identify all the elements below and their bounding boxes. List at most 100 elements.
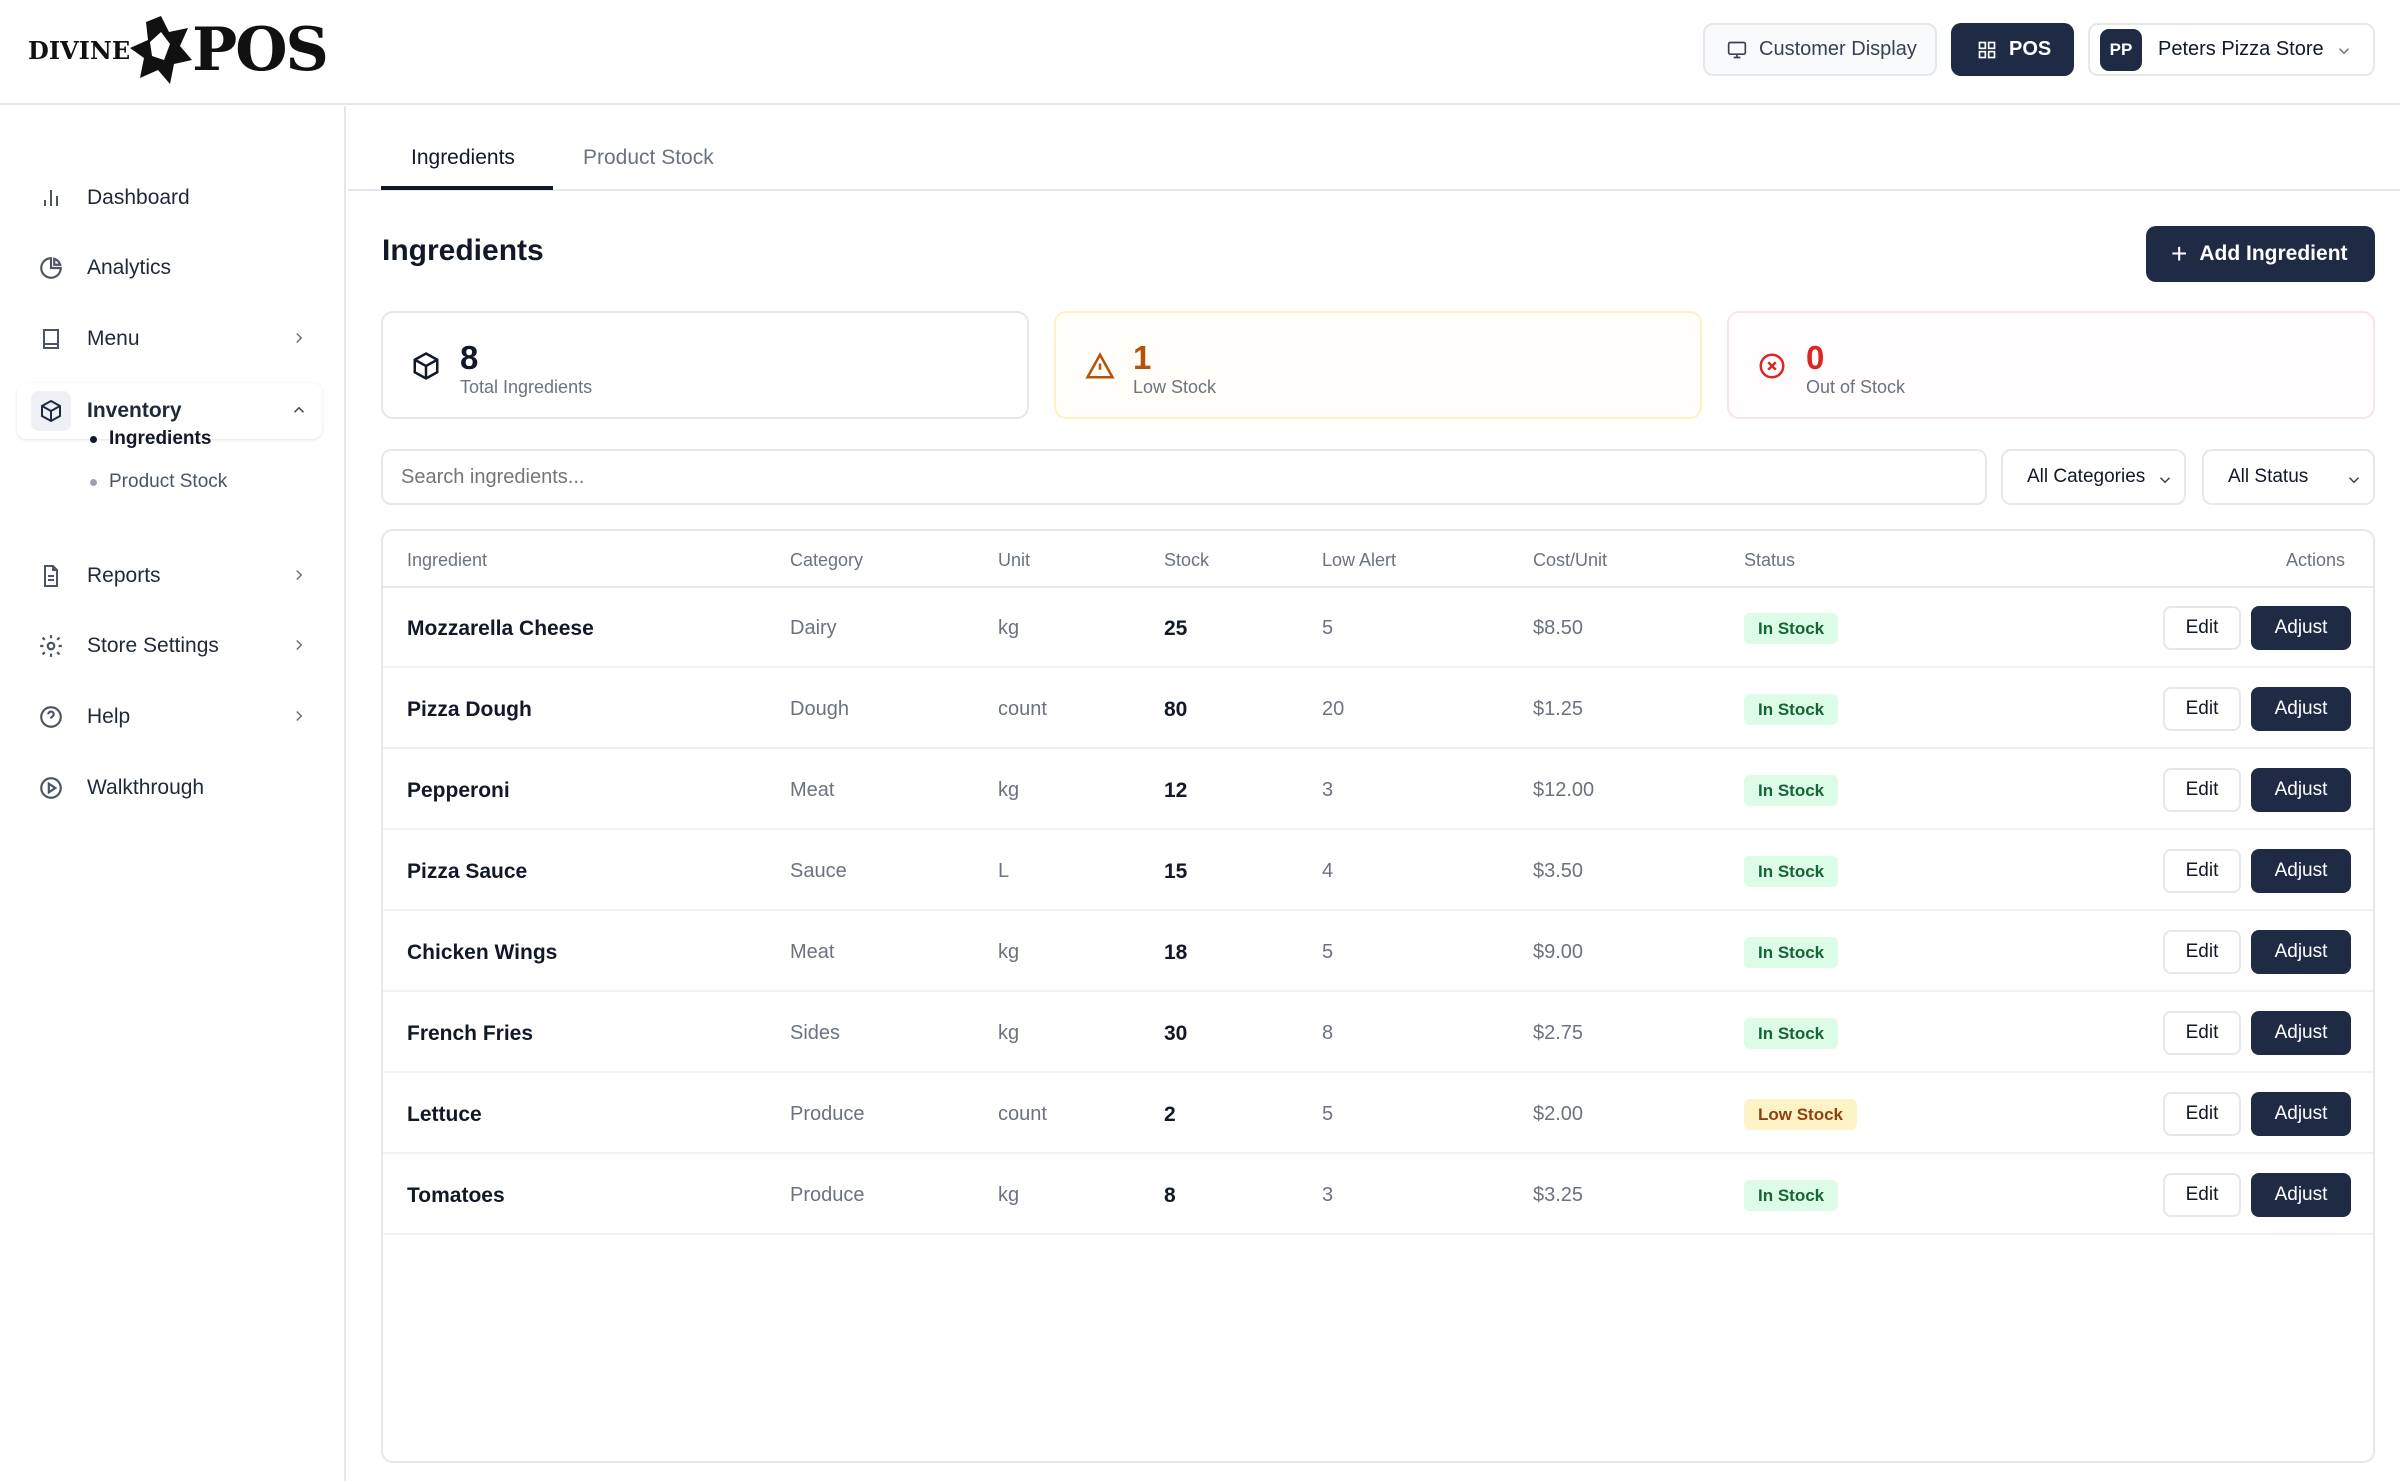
edit-button[interactable]: Edit — [2163, 930, 2241, 974]
adjust-button[interactable]: Adjust — [2251, 1092, 2351, 1136]
edit-button[interactable]: Edit — [2163, 606, 2241, 650]
cell-cost: $2.75 — [1533, 1022, 1584, 1044]
sidebar: Dashboard Analytics Menu Inventory Ingre… — [0, 106, 346, 1481]
stat-label: Total Ingredients — [460, 377, 593, 397]
table-row: Mozzarella Cheese Dairy kg 25 5 $8.50 In Stock… — [383, 588, 2373, 668]
sidebar-item-label: Dashboard — [87, 186, 190, 209]
cell-unit: kg — [998, 1022, 1020, 1044]
sidebar-item-label: Analytics — [87, 256, 172, 279]
table-row: Pepperoni Meat kg 12 3 $12.00 In Stock Edit Adju… — [383, 750, 2373, 830]
adjust-button[interactable]: Adjust — [2251, 849, 2351, 893]
cell-low-alert: 3 — [1322, 1184, 1334, 1206]
pos-button[interactable]: POS — [1951, 23, 2074, 76]
cell-category: Sides — [790, 1022, 841, 1044]
monitor-icon — [1727, 41, 1747, 58]
adjust-button[interactable]: Adjust — [2251, 687, 2351, 731]
cell-name: Mozzarella Cheese — [407, 617, 594, 640]
sidebar-item-label: Menu — [87, 327, 140, 350]
cell-unit: kg — [998, 617, 1020, 639]
customer-display-button[interactable]: Customer Display — [1703, 23, 1937, 76]
search-input[interactable] — [381, 449, 1987, 505]
status-badge: In Stock — [1744, 937, 1839, 968]
cell-low-alert: 5 — [1322, 941, 1334, 963]
table-row: French Fries Sides kg 30 8 $2.75 In Stock Edit A… — [383, 993, 2373, 1073]
sidebar-item-store-settings[interactable]: Store Settings — [17, 618, 322, 674]
customer-display-label: Customer Display — [1759, 38, 1917, 60]
plus-icon: + — [2171, 238, 2188, 269]
edit-button[interactable]: Edit — [2163, 687, 2241, 731]
edit-button[interactable]: Edit — [2163, 849, 2241, 893]
cell-stock: 30 — [1164, 1022, 1188, 1045]
table-row: Pizza Sauce Sauce L 15 4 $3.50 In Stock Edit Adj… — [383, 831, 2373, 911]
cell-unit: L — [998, 860, 1010, 882]
cell-stock: 2 — [1164, 1103, 1176, 1126]
sidebar-item-label: Help — [87, 705, 131, 728]
bullet-dot — [90, 435, 97, 443]
cell-unit: count — [998, 698, 1047, 720]
tab-bar: Ingredients Product Stock — [348, 106, 2400, 191]
sidebar-sub-ingredients[interactable]: Ingredients — [90, 428, 211, 450]
status-filter-select[interactable]: All Status — [2202, 449, 2375, 505]
bullet-dot — [90, 478, 97, 486]
adjust-button[interactable]: Adjust — [2251, 930, 2351, 974]
column-header: Status — [1744, 550, 1796, 570]
status-filter-value: All Status — [2228, 466, 2309, 487]
active-tab-underline — [381, 186, 553, 190]
cell-cost: $1.25 — [1533, 698, 1584, 720]
column-header: Cost/Unit — [1533, 550, 1608, 570]
adjust-button[interactable]: Adjust — [2251, 606, 2351, 650]
adjust-button[interactable]: Adjust — [2251, 1173, 2351, 1217]
sidebar-item-walkthrough[interactable]: Walkthrough — [17, 760, 322, 816]
status-badge: In Stock — [1744, 694, 1839, 725]
stat-label: Out of Stock — [1806, 377, 1906, 397]
cell-category: Meat — [790, 779, 835, 801]
edit-button[interactable]: Edit — [2163, 1011, 2241, 1055]
sidebar-item-reports[interactable]: Reports — [17, 548, 322, 604]
gear-icon — [35, 630, 67, 662]
stat-value: 0 — [1806, 339, 1825, 376]
sidebar-sub-product-stock[interactable]: Product Stock — [90, 471, 227, 493]
bar-chart-icon — [35, 182, 67, 214]
store-selector[interactable]: PP Peters Pizza Store — [2088, 23, 2375, 76]
chevron-up-icon — [293, 406, 305, 413]
adjust-button[interactable]: Adjust — [2251, 1011, 2351, 1055]
logo-text-pos: POS — [192, 15, 329, 85]
add-ingredient-label: Add Ingredient — [2199, 242, 2348, 265]
sidebar-item-help[interactable]: Help — [17, 689, 322, 745]
status-badge: In Stock — [1744, 613, 1839, 644]
tab-ingredients[interactable]: Ingredients — [411, 146, 515, 169]
logo-star-icon — [130, 16, 193, 84]
sidebar-sub-label: Ingredients — [109, 428, 212, 449]
edit-button[interactable]: Edit — [2163, 768, 2241, 812]
stat-value: 8 — [460, 339, 479, 376]
cell-stock: 25 — [1164, 617, 1188, 640]
ingredients-table: Ingredient Category Unit Stock Low Alert… — [381, 529, 2375, 1463]
sidebar-item-label: Store Settings — [87, 634, 219, 657]
add-ingredient-button[interactable]: + Add Ingredient — [2146, 226, 2375, 282]
status-badge: In Stock — [1744, 775, 1839, 806]
sidebar-item-label: Walkthrough — [87, 776, 205, 799]
stat-card-out-of-stock: 0 Out of Stock — [1727, 311, 2375, 419]
table-header: Ingredient Category Unit Stock Low Alert… — [383, 531, 2373, 588]
edit-button[interactable]: Edit — [2163, 1173, 2241, 1217]
sidebar-item-dashboard[interactable]: Dashboard — [17, 170, 322, 226]
sidebar-item-label: Reports — [87, 564, 161, 587]
category-filter-value: All Categories — [2027, 466, 2146, 487]
divine-pos-logo[interactable]: DIVINE POS — [28, 14, 329, 86]
cell-category: Sauce — [790, 860, 847, 882]
edit-button[interactable]: Edit — [2163, 1092, 2241, 1136]
sidebar-item-menu[interactable]: Menu — [17, 311, 322, 367]
tab-product-stock[interactable]: Product Stock — [583, 146, 714, 169]
category-filter-select[interactable]: All Categories — [2001, 449, 2186, 505]
column-header: Actions — [2286, 550, 2346, 570]
pos-label: POS — [2009, 38, 2052, 60]
sidebar-item-analytics[interactable]: Analytics — [17, 240, 322, 296]
table-row: Tomatoes Produce kg 8 3 $3.25 In Stock Edit Adju… — [383, 1155, 2373, 1235]
sidebar-item-inventory[interactable]: Inventory — [17, 383, 322, 439]
adjust-button[interactable]: Adjust — [2251, 768, 2351, 812]
cell-unit: kg — [998, 779, 1020, 801]
stat-card-low-stock: 1 Low Stock — [1054, 311, 1702, 419]
cell-low-alert: 4 — [1322, 860, 1334, 882]
store-avatar: PP — [2100, 28, 2142, 71]
table-row: Pizza Dough Dough count 80 20 $1.25 In Stock Ed… — [383, 669, 2373, 749]
